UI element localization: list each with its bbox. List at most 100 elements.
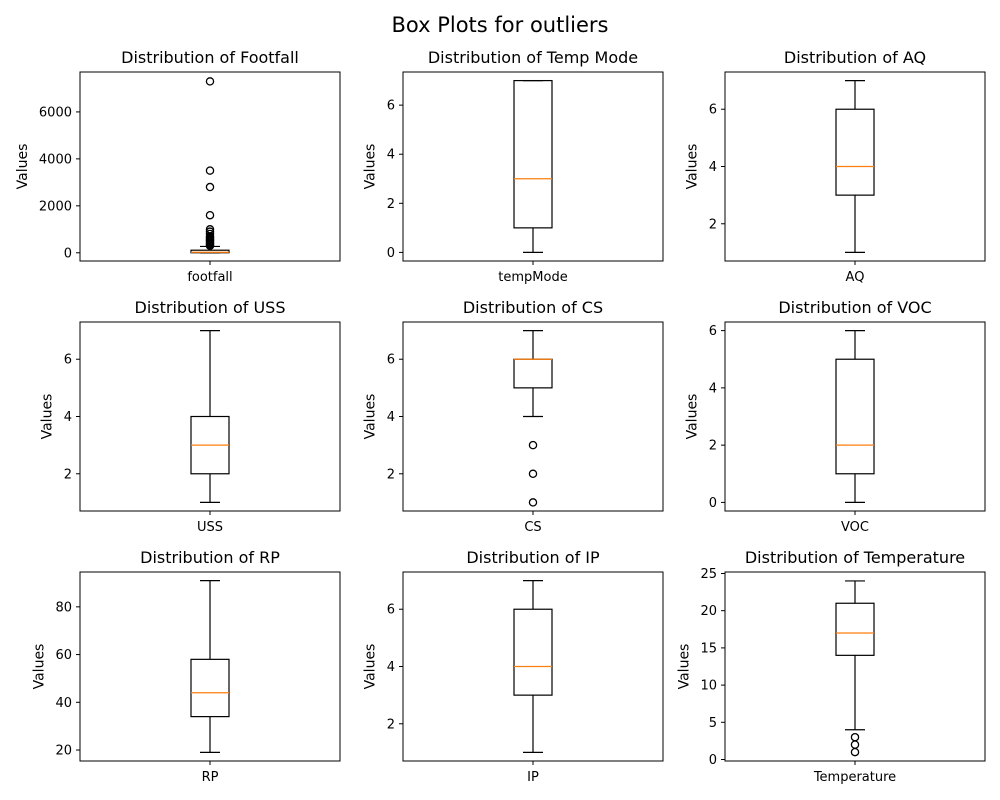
subplot-5: Distribution of CS 2 4 6 Values CS	[363, 298, 664, 535]
y-tick-label: 6000	[39, 105, 72, 120]
y-tick-label: 2	[709, 217, 717, 232]
subplot-title: Distribution of RP	[140, 548, 280, 567]
subplot-9: Distribution of Temperature 0 5 10 15 20 25 Val…	[676, 548, 986, 785]
subplot-title: Distribution of AQ	[784, 48, 926, 67]
x-tick-label: Temperature	[813, 770, 896, 785]
y-axis-label: Values	[15, 144, 31, 190]
y-tick-label: 2000	[39, 199, 72, 214]
y-tick-label: 0	[64, 246, 72, 261]
y-tick-label: 20	[55, 744, 72, 759]
plot-frame	[402, 321, 664, 512]
outlier-point	[850, 732, 860, 742]
plot-frame	[402, 71, 664, 262]
y-axis-label: Values	[676, 644, 692, 690]
y-tick-label: 25	[700, 567, 717, 582]
y-axis-label: Values	[685, 394, 701, 440]
iqr-box	[513, 608, 553, 696]
y-axis-label: Values	[363, 394, 379, 440]
y-tick-label: 10	[700, 679, 717, 694]
y-tick-label: 40	[55, 696, 72, 711]
y-tick-label: 60	[55, 648, 72, 663]
y-tick-label: 80	[55, 600, 72, 615]
x-tick-label: CS	[524, 520, 541, 535]
y-tick-label: 20	[700, 604, 717, 619]
y-tick-label: 2	[387, 467, 395, 482]
y-axis-label: Values	[31, 644, 47, 690]
plot-frame	[402, 571, 664, 762]
plot-frame	[79, 321, 341, 512]
y-tick-label: 2	[64, 467, 72, 482]
subplot-title: Distribution of Temp Mode	[428, 48, 638, 67]
iqr-box	[190, 658, 230, 718]
x-tick-label: VOC	[841, 520, 869, 535]
x-tick-label: IP	[527, 770, 539, 785]
y-tick-label: 4	[64, 410, 72, 425]
y-axis-label: Values	[363, 644, 379, 690]
iqr-box	[835, 602, 875, 656]
x-tick-label: RP	[202, 770, 219, 785]
outlier-point	[205, 182, 215, 192]
outlier-point	[205, 77, 215, 86]
plot-frame	[79, 71, 341, 262]
subplot-title: Distribution of VOC	[778, 298, 931, 317]
subplot-title: Distribution of IP	[466, 548, 600, 567]
x-tick-label: AQ	[846, 270, 865, 285]
plot-frame	[79, 571, 341, 762]
subplot-2: Distribution of Temp Mode 0 2 4 6 Values tempM…	[363, 48, 664, 285]
subplot-title: Distribution of Temperature	[745, 548, 965, 567]
outlier-point	[850, 740, 860, 749]
subplot-1: Distribution of Footfall 0 2000 4000 6000 Val…	[15, 48, 341, 285]
y-tick-label: 6	[387, 353, 395, 368]
subplot-7: Distribution of RP 20 40 60 80 Values RP	[31, 548, 341, 785]
y-tick-label: 5	[709, 716, 717, 731]
y-tick-label: 6	[387, 99, 395, 114]
outlier-point	[528, 440, 538, 450]
iqr-box	[513, 79, 553, 229]
y-tick-label: 4	[387, 410, 395, 425]
y-axis-label: Values	[363, 144, 379, 190]
y-tick-label: 0	[387, 246, 395, 261]
subplot-title: Distribution of CS	[463, 298, 603, 317]
iqr-box	[835, 108, 875, 196]
x-tick-label: tempMode	[498, 270, 567, 285]
y-axis-label: Values	[685, 144, 701, 190]
outlier-point	[528, 498, 538, 507]
y-tick-label: 6	[709, 103, 717, 118]
subplot-6: Distribution of VOC 0 2 4 6 Values VOC	[685, 298, 986, 535]
plot-frame	[724, 321, 986, 512]
y-tick-label: 2	[387, 717, 395, 732]
figure-title: Box Plots for outliers	[391, 13, 608, 37]
outlier-point	[528, 469, 538, 479]
y-tick-label: 15	[700, 641, 717, 656]
y-tick-label: 4	[387, 148, 395, 163]
y-tick-label: 0	[709, 496, 717, 511]
y-tick-label: 2	[709, 439, 717, 454]
iqr-box	[513, 358, 553, 389]
x-tick-label: USS	[197, 520, 223, 535]
subplot-title: Distribution of USS	[135, 298, 286, 317]
outlier-point	[205, 210, 215, 220]
y-tick-label: 0	[709, 753, 717, 768]
y-tick-label: 2	[387, 197, 395, 212]
plot-frame	[724, 71, 986, 262]
y-tick-label: 4	[709, 381, 717, 396]
y-tick-label: 4	[387, 660, 395, 675]
y-tick-label: 4000	[39, 152, 72, 167]
y-tick-label: 6	[709, 324, 717, 339]
iqr-box	[835, 358, 875, 475]
y-axis-label: Values	[40, 394, 56, 440]
x-tick-label: footfall	[187, 270, 232, 285]
subplot-8: Distribution of IP 2 4 6 Values IP	[363, 548, 664, 785]
y-tick-label: 4	[709, 160, 717, 175]
subplot-grid: Distribution of Footfall0200040006000Val…	[15, 48, 986, 785]
subplot-3: Distribution of AQ 2 4 6 Values AQ	[685, 48, 986, 285]
outlier-point	[850, 747, 860, 757]
subplot-title: Distribution of Footfall	[121, 48, 299, 67]
plot-frame	[724, 571, 986, 762]
outlier-point	[205, 166, 215, 175]
subplot-4: Distribution of USS 2 4 6 Values USS	[40, 298, 341, 535]
y-tick-label: 6	[64, 353, 72, 368]
outlier-point	[205, 241, 215, 250]
y-tick-label: 6	[387, 603, 395, 618]
